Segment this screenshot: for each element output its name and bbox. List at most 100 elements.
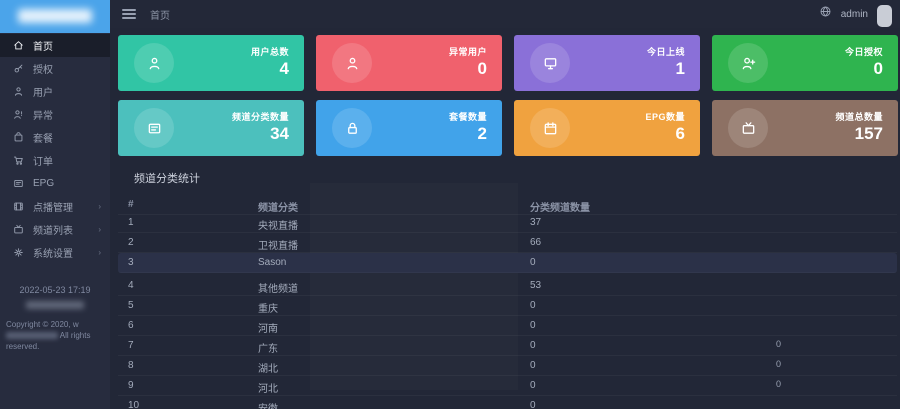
user-alert-icon <box>13 109 24 120</box>
lock-icon <box>332 108 372 148</box>
cell-index: 9 <box>128 380 134 391</box>
sidebar-item-label: 点播管理 <box>33 203 73 214</box>
cell-category: 河北 <box>258 384 278 395</box>
copyright-middle: All rights <box>59 331 91 340</box>
copyright-text: Copyright © 2020, w All rights reserved. <box>0 319 110 352</box>
cell-count: 37 <box>530 217 542 228</box>
stat-card-value: 2 <box>477 124 487 143</box>
cell-count: 0 <box>530 300 536 311</box>
table-row[interactable]: 1 央视直播 37 <box>118 213 897 233</box>
menu-toggle-icon[interactable] <box>122 7 136 21</box>
stat-card-value: 1 <box>675 59 685 78</box>
username[interactable]: admin <box>840 8 868 20</box>
sidebar-item-packages[interactable]: 套餐 <box>0 126 110 149</box>
sidebar-item-users[interactable]: 用户 <box>0 80 110 103</box>
cell-count: 0 <box>530 340 536 351</box>
stat-card-label: 用户总数 <box>250 47 289 57</box>
cell-category: 其他频道 <box>258 284 298 295</box>
sidebar-item-epg[interactable]: EPG <box>0 172 110 195</box>
user-icon <box>332 43 372 83</box>
stat-card-label: 今日授权 <box>844 47 883 57</box>
table-row[interactable]: 10 安徽 0 <box>118 396 897 409</box>
cell-index: 5 <box>128 300 134 311</box>
table-row[interactable]: 4 其他频道 53 <box>118 276 897 296</box>
cell-index: 7 <box>128 340 134 351</box>
table-row[interactable]: 5 重庆 0 <box>118 296 897 316</box>
sidebar-item-authorization[interactable]: 授权 <box>0 57 110 80</box>
stat-card-total-channels[interactable]: 频道总数量 157 <box>712 100 898 156</box>
stat-card-epg-count[interactable]: EPG数量 6 <box>514 100 700 156</box>
chevron-right-icon: › <box>98 248 101 257</box>
sidebar-item-label: 异常 <box>33 111 53 122</box>
sidebar-item-channel-list[interactable]: 频道列表 › <box>0 218 110 241</box>
cell-category: 重庆 <box>258 304 278 315</box>
stat-card-channel-categories[interactable]: 频道分类数量 34 <box>118 100 304 156</box>
sidebar-item-abnormal[interactable]: 异常 <box>0 103 110 126</box>
key-icon <box>13 63 24 74</box>
gear-icon <box>13 247 24 258</box>
cell-count: 0 <box>530 360 536 371</box>
copyright-suffix: reserved. <box>6 342 40 351</box>
cell-index: 1 <box>128 217 134 228</box>
top-header: 首页 admin <box>110 0 900 28</box>
user-icon <box>134 43 174 83</box>
copyright-prefix: Copyright © 2020, w <box>6 320 79 329</box>
sidebar-item-label: 授权 <box>33 65 53 76</box>
sidebar: 首页 授权 用户 异常 套餐 订单 <box>0 0 110 409</box>
table-row[interactable]: 6 河南 0 <box>118 316 897 336</box>
cell-category: 安徽 <box>258 400 278 409</box>
cell-category: 卫视直播 <box>258 241 298 252</box>
cell-count: 0 <box>530 400 536 409</box>
sidebar-item-label: 首页 <box>33 42 53 53</box>
table-row-highlighted[interactable]: 3 Sason 0 <box>118 253 897 273</box>
stat-card-label: 套餐数量 <box>448 112 487 122</box>
stat-card-label: 今日上线 <box>646 47 685 57</box>
app-logo[interactable] <box>0 0 110 33</box>
cart-icon <box>13 155 24 166</box>
cell-index: 3 <box>128 257 134 268</box>
calendar-icon <box>530 108 570 148</box>
stat-card-value: 34 <box>270 124 289 143</box>
sidebar-item-vod[interactable]: 点播管理 › <box>0 195 110 218</box>
table-row[interactable]: 8 湖北 0 <box>118 356 897 376</box>
table-row[interactable]: 2 卫视直播 66 <box>118 233 897 253</box>
sidebar-redacted-line <box>26 301 84 309</box>
stat-card-authorized-today[interactable]: 今日授权 0 <box>712 35 898 91</box>
table-header-row: # 频道分类 分类频道数量 <box>118 195 897 215</box>
stat-card-value: 157 <box>854 124 883 143</box>
cell-count: 0 <box>530 320 536 331</box>
avatar[interactable] <box>877 4 892 27</box>
stat-card-online-today[interactable]: 今日上线 1 <box>514 35 700 91</box>
tv-icon <box>728 108 768 148</box>
cell-index: 4 <box>128 280 134 291</box>
cell-category: 湖北 <box>258 364 278 375</box>
cell-index: 8 <box>128 360 134 371</box>
breadcrumb[interactable]: 首页 <box>150 10 170 22</box>
chevron-right-icon: › <box>98 202 101 211</box>
table-title: 频道分类统计 <box>134 173 200 185</box>
stat-card-total-users[interactable]: 用户总数 4 <box>118 35 304 91</box>
stat-card-packages[interactable]: 套餐数量 2 <box>316 100 502 156</box>
cell-index: 6 <box>128 320 134 331</box>
sidebar-item-settings[interactable]: 系统设置 › <box>0 241 110 264</box>
stat-card-label: 频道分类数量 <box>231 112 289 122</box>
list-icon <box>134 108 174 148</box>
cell-category: 河南 <box>258 324 278 335</box>
sidebar-nav: 首页 授权 用户 异常 套餐 订单 <box>0 34 110 264</box>
table-row[interactable]: 7 广东 0 <box>118 336 897 356</box>
sidebar-item-orders[interactable]: 订单 <box>0 149 110 172</box>
stat-card-label: EPG数量 <box>645 112 685 122</box>
stat-card-value: 6 <box>675 124 685 143</box>
stat-card-value: 0 <box>873 59 883 78</box>
copyright-redacted <box>6 332 58 340</box>
stray-value: 0 <box>776 359 782 369</box>
home-icon <box>13 40 24 51</box>
cell-count: 53 <box>530 280 542 291</box>
sidebar-item-home[interactable]: 首页 <box>0 34 110 57</box>
stat-card-abnormal-users[interactable]: 异常用户 0 <box>316 35 502 91</box>
table-row[interactable]: 9 河北 0 <box>118 376 897 396</box>
epg-icon <box>13 178 24 189</box>
globe-icon[interactable] <box>819 5 832 23</box>
tv-icon <box>13 224 24 235</box>
